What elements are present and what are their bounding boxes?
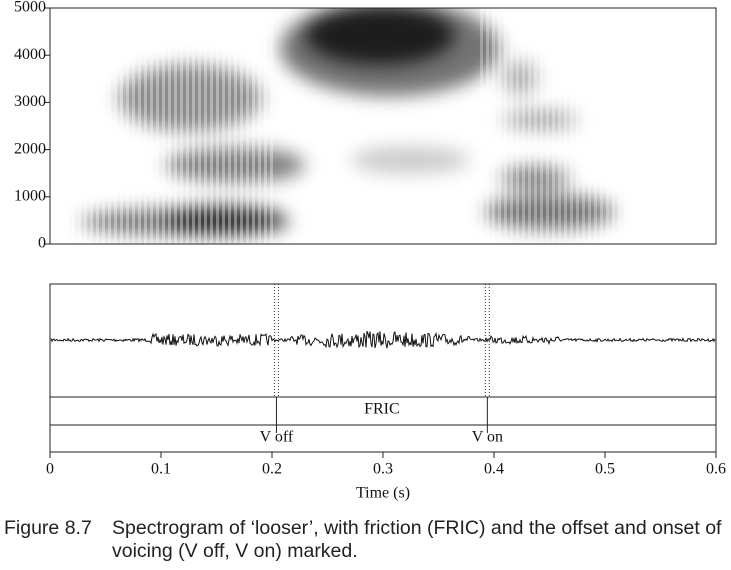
caption: Figure 8.7 Spectrogram of ‘looser’, with…	[4, 517, 726, 563]
x-tick-label: 0.3	[373, 461, 393, 478]
spectrogram-frame	[49, 7, 717, 245]
y-tick-label: 1000	[14, 187, 46, 204]
waveform	[50, 330, 716, 349]
y-tick-label: 3000	[14, 93, 46, 110]
point-label: V on	[472, 429, 503, 446]
caption-text: Spectrogram of ‘looser’, with friction (…	[112, 517, 722, 562]
point-label: V off	[260, 429, 294, 446]
x-axis-label: Time (s)	[356, 485, 410, 502]
y-tick-label: 0	[38, 235, 46, 252]
y-tick-label: 5000	[14, 0, 46, 16]
y-tick-label: 4000	[14, 46, 46, 63]
x-tick-label: 0.2	[262, 461, 282, 478]
x-tick-label: 0	[46, 461, 54, 478]
waveform-frame	[49, 283, 717, 453]
spectrogram-image	[51, 8, 630, 244]
interval-label: FRIC	[364, 401, 400, 418]
caption-label: Figure 8.7	[4, 517, 92, 539]
y-tick-label: 2000	[14, 140, 46, 157]
x-tick-label: 0.5	[595, 461, 615, 478]
x-tick-label: 0.6	[706, 461, 726, 478]
x-tick-label: 0.4	[484, 461, 504, 478]
figure: Time (s) 0 1000 2000 3000 4000 5000 0 0.1 0.2 0.3…	[14, 0, 726, 502]
x-tick-label: 0.1	[151, 461, 171, 478]
